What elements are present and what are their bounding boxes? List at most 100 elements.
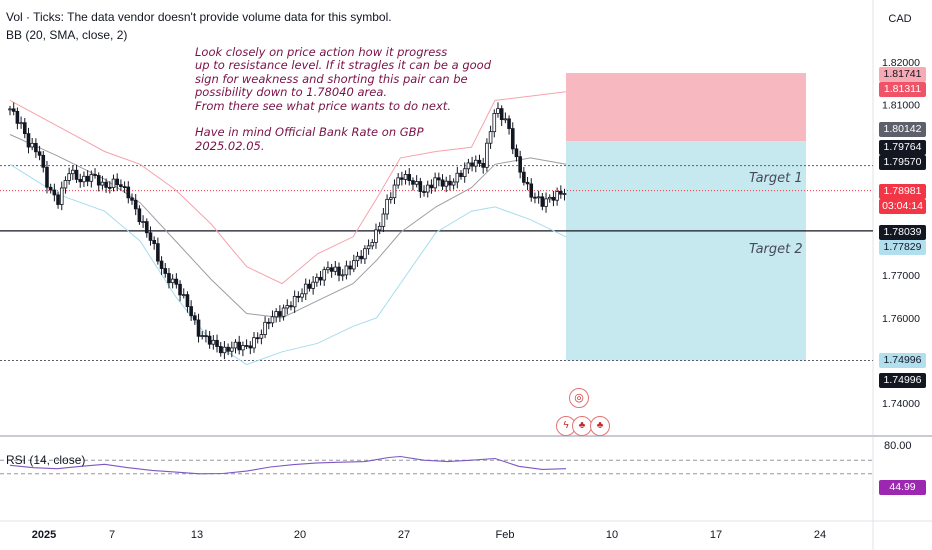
- candle-body: [396, 177, 400, 186]
- candle-body: [540, 196, 545, 207]
- rsi-level-80: 80.00: [884, 440, 912, 452]
- candle-body: [363, 248, 367, 260]
- candle-body: [241, 345, 245, 351]
- candle-body: [52, 189, 57, 196]
- candle-body: [133, 199, 138, 210]
- time-tick-label: 2025: [32, 529, 56, 541]
- price-tag: 1.79570: [879, 155, 926, 170]
- rsi-line: [9, 455, 567, 475]
- candle-body: [34, 142, 38, 153]
- profit-zone: [566, 141, 806, 361]
- candle-body: [196, 319, 201, 337]
- candle-body: [144, 221, 149, 234]
- candle-body: [533, 196, 537, 199]
- candle-body: [503, 118, 508, 121]
- candle-body: [370, 242, 375, 247]
- candle-body: [26, 133, 31, 148]
- candle-body: [218, 346, 223, 354]
- candle-body: [485, 142, 489, 168]
- candle-body: [315, 276, 319, 283]
- candle-body: [170, 278, 175, 284]
- bb-upper: [9, 91, 567, 285]
- candle-body: [466, 162, 471, 170]
- candle-body: [544, 198, 548, 207]
- candle-body: [536, 196, 541, 199]
- candle-body: [15, 110, 20, 124]
- candle-body: [45, 166, 49, 188]
- candle-body: [374, 229, 378, 243]
- candle-body: [292, 295, 297, 308]
- candle-body: [126, 186, 131, 199]
- candle-body: [185, 294, 190, 308]
- bb-legend[interactable]: BB (20, SMA, close, 2): [6, 28, 128, 42]
- target-2-label: Target 2: [749, 242, 803, 257]
- candle-body: [551, 196, 556, 201]
- candle-body: [8, 108, 12, 111]
- candle-body: [111, 178, 116, 188]
- candle-body: [274, 311, 278, 318]
- candle-body: [281, 307, 286, 317]
- candle-body: [19, 122, 23, 125]
- candle-body: [85, 175, 90, 182]
- price-tag: 1.81741: [879, 67, 926, 82]
- candle-body: [514, 148, 519, 158]
- globe-event-icon[interactable]: ◎: [569, 388, 589, 408]
- candle-body: [233, 341, 238, 349]
- candle-body: [337, 266, 341, 276]
- candle-body: [148, 232, 153, 241]
- candle-body: [303, 283, 308, 295]
- candle-body: [296, 295, 301, 298]
- candle-body: [414, 181, 419, 185]
- candle-body: [547, 196, 552, 200]
- canada-flag-event-icon-2[interactable]: ♣: [590, 416, 610, 436]
- candle-body: [174, 278, 179, 285]
- candle-body: [204, 335, 208, 337]
- candle-body: [448, 180, 452, 186]
- candle-body: [492, 113, 497, 133]
- time-tick-label: Feb: [496, 529, 515, 541]
- candle-body: [392, 184, 397, 199]
- price-tag: 1.81311: [879, 82, 926, 97]
- time-tick-label: 10: [606, 529, 618, 541]
- candle-body: [388, 197, 393, 200]
- candle-body: [266, 321, 271, 324]
- candle-body: [555, 191, 559, 201]
- price-tag: 1.77829: [879, 240, 926, 255]
- price-tick-label: 1.76000: [882, 313, 920, 325]
- price-tick-label: 1.74000: [882, 398, 920, 410]
- candle-body: [244, 345, 249, 347]
- candle-body: [429, 184, 434, 189]
- candle-body: [211, 339, 216, 345]
- candle-body: [207, 335, 212, 345]
- candle-body: [518, 156, 522, 173]
- candle-body: [56, 194, 60, 205]
- candle-body: [248, 345, 253, 349]
- candle-body: [215, 339, 219, 347]
- rsi-legend[interactable]: RSI (14, close): [6, 453, 86, 467]
- candle-body: [488, 131, 493, 144]
- price-tag: 1.78981: [879, 184, 926, 199]
- candle-body: [366, 245, 371, 250]
- canada-flag-event-icon[interactable]: ♣: [572, 416, 592, 436]
- candle-body: [115, 178, 120, 186]
- price-tag: 1.78039: [879, 225, 926, 240]
- candle-body: [163, 268, 168, 274]
- candle-body: [422, 191, 426, 193]
- candle-body: [481, 162, 485, 168]
- annotation-note[interactable]: Look closely on price action how it prog…: [195, 45, 492, 153]
- candle-body: [318, 276, 323, 281]
- stop-zone: [566, 73, 806, 142]
- candle-body: [193, 315, 197, 321]
- candle-body: [96, 175, 101, 186]
- candle-body: [263, 321, 267, 335]
- price-tick-label: 1.81000: [882, 100, 920, 112]
- time-tick-label: 17: [710, 529, 722, 541]
- price-tag: 1.74996: [879, 373, 926, 388]
- candle-body: [510, 128, 515, 150]
- candle-body: [178, 283, 182, 296]
- candle-body: [559, 191, 563, 195]
- candle-body: [67, 173, 71, 181]
- candle-body: [407, 174, 412, 181]
- currency-label[interactable]: CAD: [888, 13, 912, 25]
